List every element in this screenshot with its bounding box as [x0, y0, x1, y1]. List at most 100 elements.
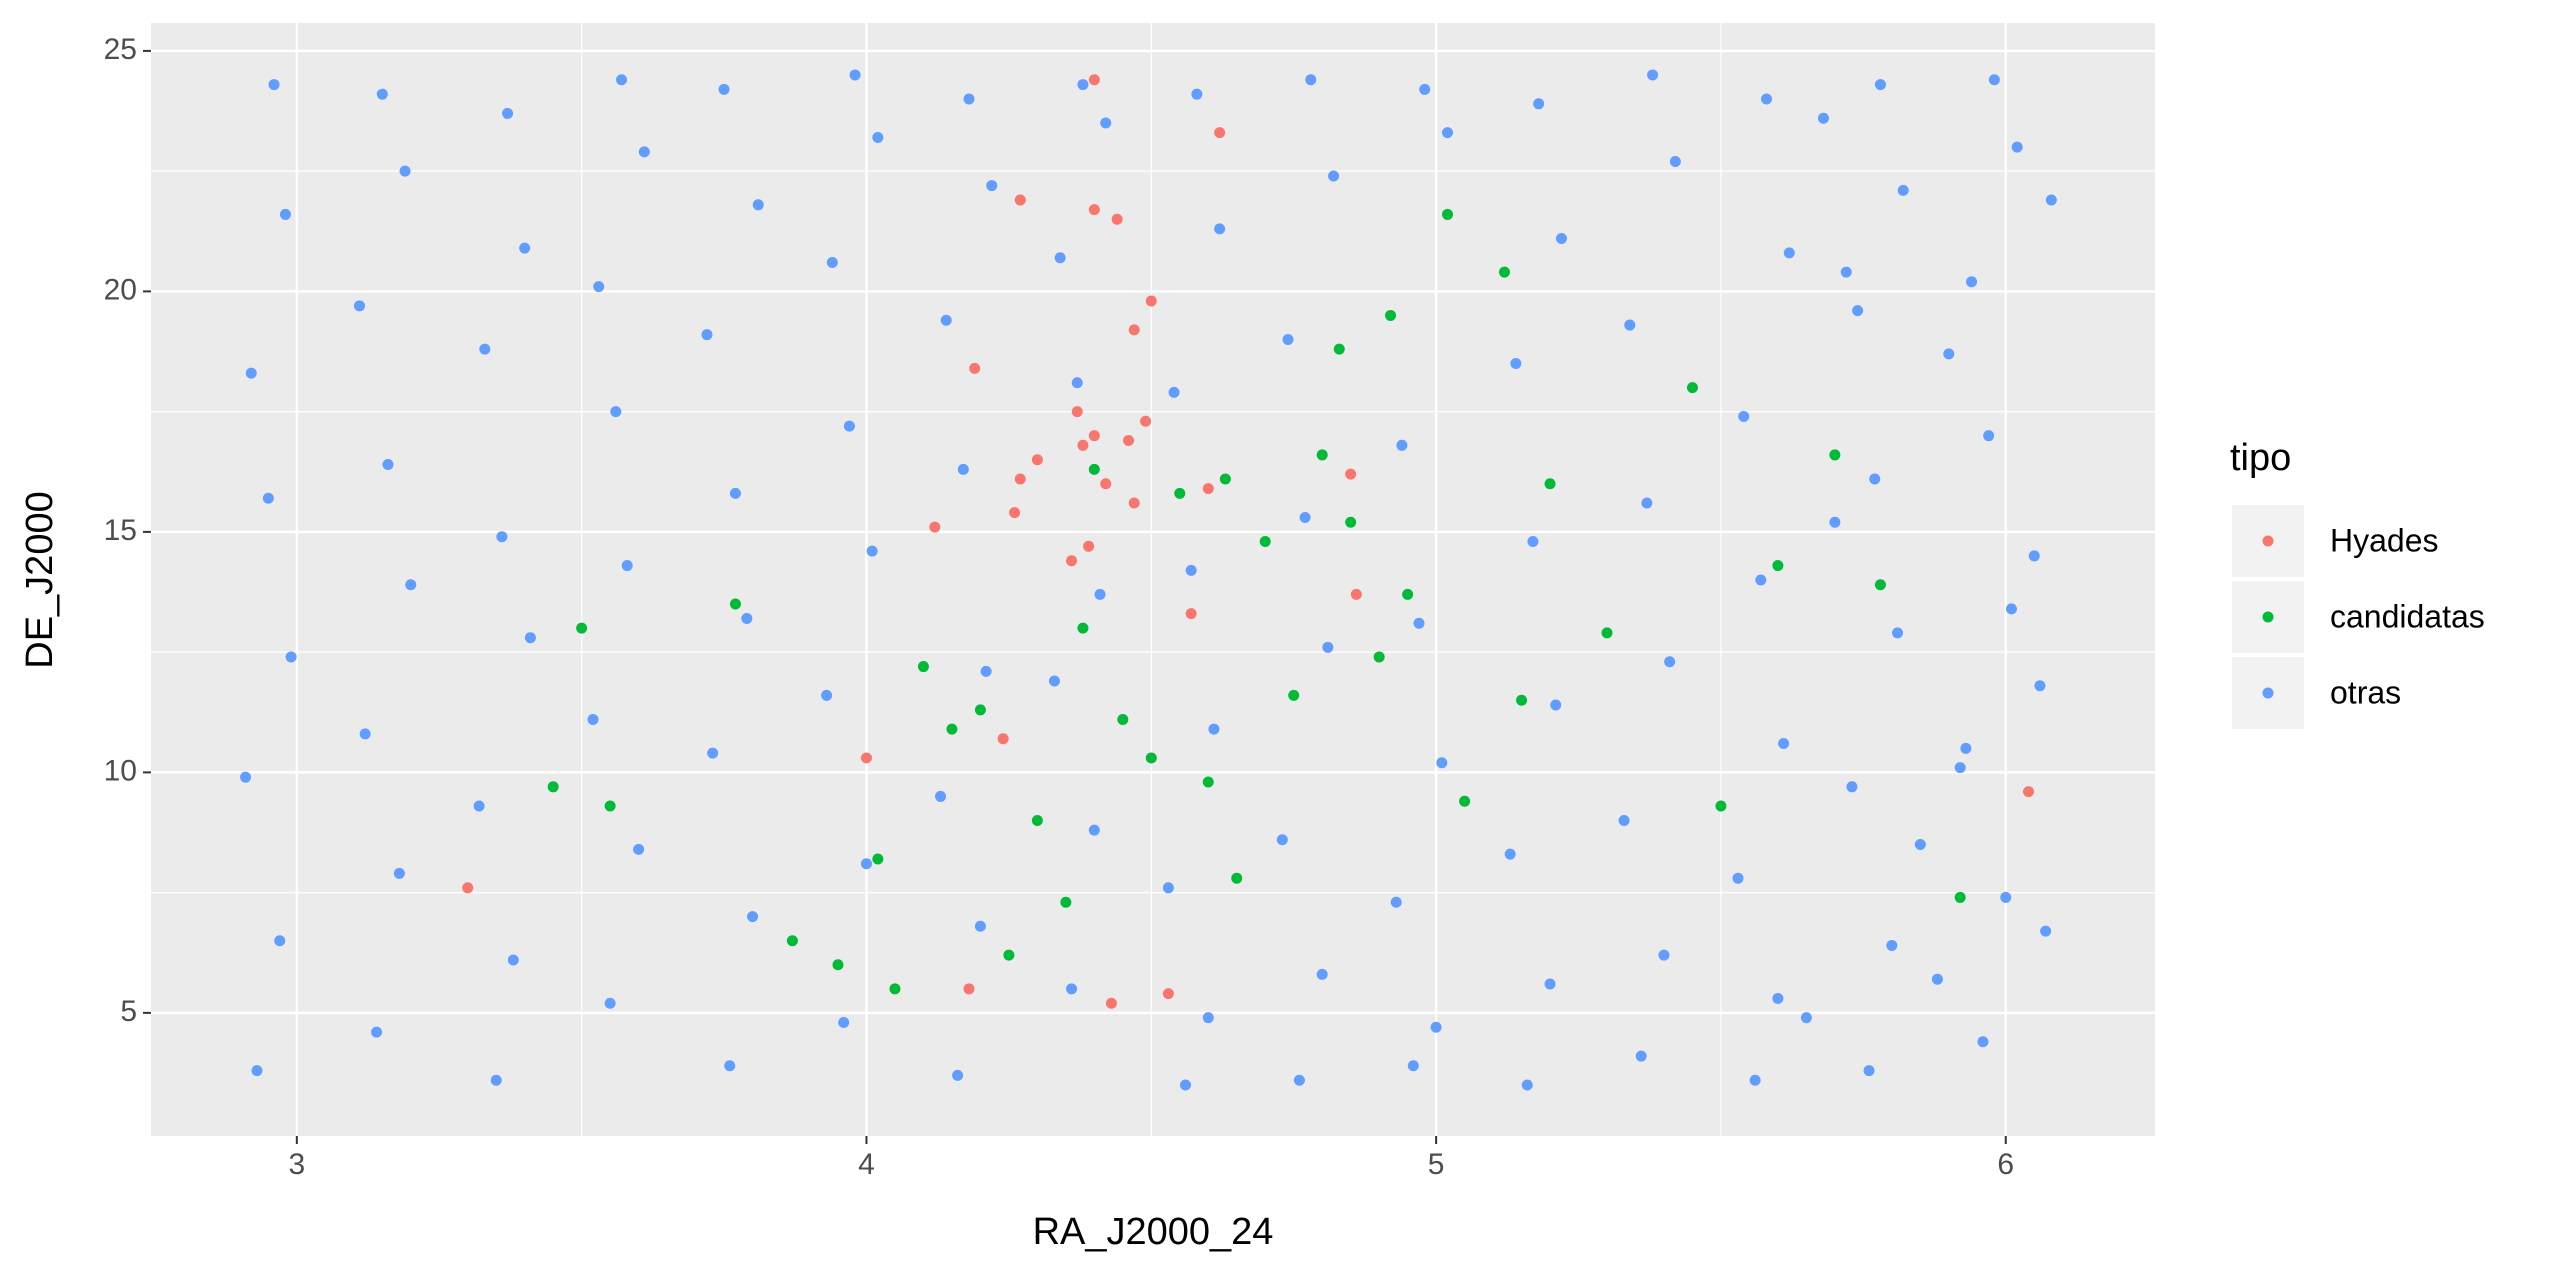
point [889, 983, 901, 995]
point [1003, 949, 1015, 961]
point [1083, 540, 1095, 552]
point [1624, 319, 1636, 331]
point [462, 882, 474, 894]
y-tick-label: 15 [104, 514, 137, 547]
point [1088, 430, 1100, 442]
point [1516, 694, 1528, 706]
y-tick-label: 20 [104, 273, 137, 306]
point [1373, 651, 1385, 663]
point [1202, 1012, 1214, 1024]
point [1231, 872, 1243, 884]
point [1117, 713, 1129, 725]
point [1048, 675, 1060, 687]
point [872, 853, 884, 865]
point [1293, 1074, 1305, 1086]
point [946, 723, 958, 735]
point [1641, 497, 1653, 509]
point [832, 959, 844, 971]
point [1123, 434, 1135, 446]
point [1442, 127, 1454, 139]
point [399, 165, 411, 177]
point [1874, 579, 1886, 591]
point [843, 420, 855, 432]
point [1077, 439, 1089, 451]
point [872, 131, 884, 143]
point [1601, 627, 1613, 639]
legend-marker [2262, 687, 2274, 699]
point [1390, 896, 1402, 908]
point [963, 93, 975, 105]
point [1031, 814, 1043, 826]
point [1960, 742, 1972, 754]
y-tick-label: 5 [120, 995, 137, 1028]
point [547, 781, 559, 793]
point [633, 843, 645, 855]
point [473, 800, 485, 812]
point [1066, 983, 1078, 995]
point [786, 935, 798, 947]
point [1168, 386, 1180, 398]
point [638, 146, 650, 158]
point [1647, 69, 1659, 81]
point [1105, 997, 1117, 1009]
point [1749, 1074, 1761, 1086]
point [1772, 992, 1784, 1004]
point [1635, 1050, 1647, 1062]
point [1066, 555, 1078, 567]
point [1869, 473, 1881, 485]
point [1202, 483, 1214, 495]
point [1276, 834, 1288, 846]
legend-label: otras [2330, 674, 2401, 710]
point [986, 180, 998, 192]
point [1510, 358, 1522, 370]
point [752, 199, 764, 211]
point [479, 343, 491, 355]
point [616, 74, 628, 86]
point [1954, 891, 1966, 903]
legend-marker [2262, 611, 2274, 623]
legend-label: Hyades [2330, 522, 2439, 558]
point [866, 545, 878, 557]
point [1846, 781, 1858, 793]
point [2028, 550, 2040, 562]
point [1305, 74, 1317, 86]
point [1436, 757, 1448, 769]
point [1498, 266, 1510, 278]
point [1100, 117, 1112, 129]
point [980, 665, 992, 677]
point [724, 1060, 736, 1072]
point [718, 83, 730, 95]
point [1128, 324, 1140, 336]
point [1783, 247, 1795, 259]
point [1316, 449, 1328, 461]
point [1664, 656, 1676, 668]
point [2034, 680, 2046, 692]
point [969, 362, 981, 374]
legend-title: tipo [2230, 437, 2291, 479]
point [1550, 699, 1562, 711]
point [1014, 194, 1026, 206]
point [1088, 463, 1100, 475]
point [1140, 415, 1152, 427]
point [393, 867, 405, 879]
point [1413, 617, 1425, 629]
legend-marker [2262, 535, 2274, 547]
point [274, 935, 286, 947]
point [1419, 83, 1431, 95]
y-tick-label: 10 [104, 754, 137, 787]
point [587, 713, 599, 725]
point [245, 367, 257, 379]
point [262, 492, 274, 504]
point [1077, 79, 1089, 91]
point [1009, 507, 1021, 519]
point [382, 459, 394, 471]
point [524, 632, 536, 644]
point [490, 1074, 502, 1086]
point [1316, 968, 1328, 980]
point [929, 521, 941, 533]
point [2005, 603, 2017, 615]
point [1174, 487, 1186, 499]
point [1988, 74, 2000, 86]
point [974, 920, 986, 932]
point [1772, 560, 1784, 572]
